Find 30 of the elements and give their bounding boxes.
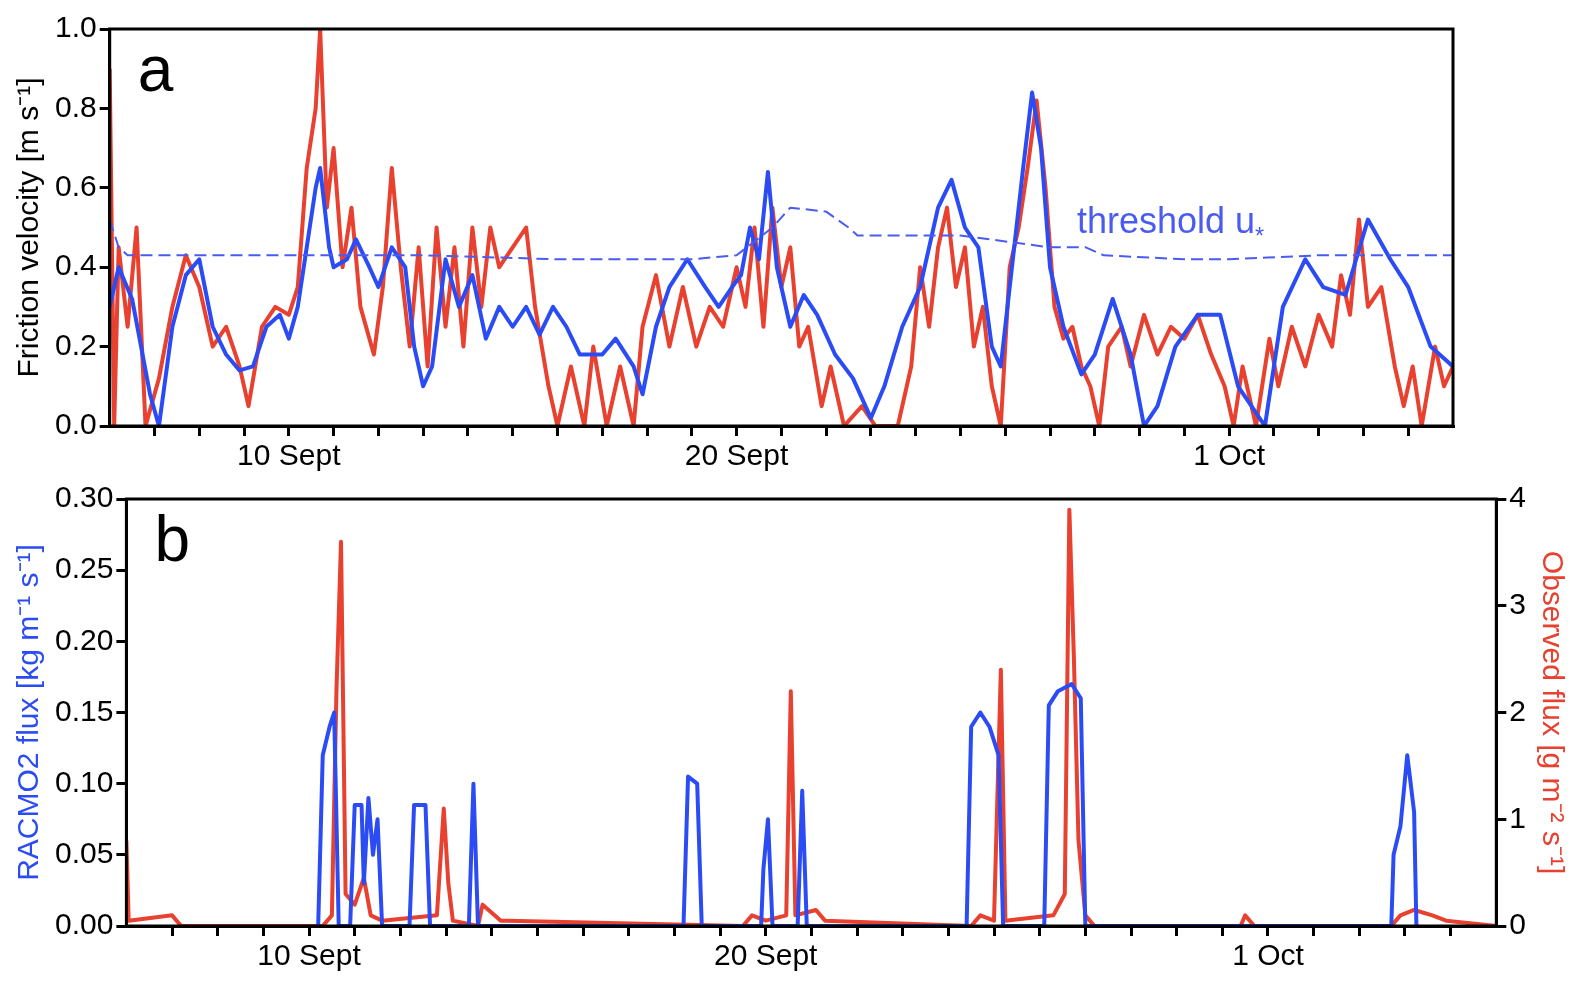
y-tick-label: 0.8 [54, 89, 97, 123]
y-tick-label: 0.15 [55, 693, 114, 727]
y-tick-label: 0.6 [54, 169, 97, 203]
y-tick-label: 0.25 [55, 551, 114, 585]
y-tick-label: 0.10 [55, 764, 114, 798]
x-tick-label: 10 Sept [257, 938, 362, 972]
y-tick-label: 0.05 [55, 836, 114, 870]
y-axis-title: Friction velocity [m s⁻¹] [11, 77, 45, 378]
y2-tick-label: 3 [1509, 587, 1526, 621]
y-tick-label: 0.0 [54, 407, 97, 441]
y-axis-title: RACMO2 flux [kg m⁻¹ s⁻¹] [11, 544, 45, 881]
y2-tick-label: 2 [1509, 693, 1526, 727]
y-tick-label: 0.00 [55, 907, 114, 941]
y2-tick-label: 4 [1509, 480, 1526, 514]
y-tick-label: 0.2 [54, 327, 97, 361]
x-tick-label: 1 Oct [1193, 438, 1266, 472]
y-tick-label: 0.4 [54, 248, 97, 282]
annotation: a [137, 33, 174, 105]
y2-axis-title: Observed flux [g m⁻² s⁻¹] [1536, 550, 1570, 875]
x-tick-label: 10 Sept [237, 438, 342, 472]
y2-tick-label: 0 [1509, 907, 1526, 941]
y2-tick-label: 1 [1509, 800, 1526, 834]
series-label: threshold u* [1076, 200, 1265, 250]
y-tick-label: 1.0 [54, 10, 97, 44]
annotation: b [154, 503, 190, 575]
x-tick-label: 20 Sept [713, 938, 819, 972]
x-tick-label: 1 Oct [1232, 938, 1305, 972]
y-tick-label: 0.20 [55, 622, 114, 656]
y-tick-label: 0.30 [55, 480, 114, 514]
x-tick-label: 20 Sept [684, 438, 789, 472]
